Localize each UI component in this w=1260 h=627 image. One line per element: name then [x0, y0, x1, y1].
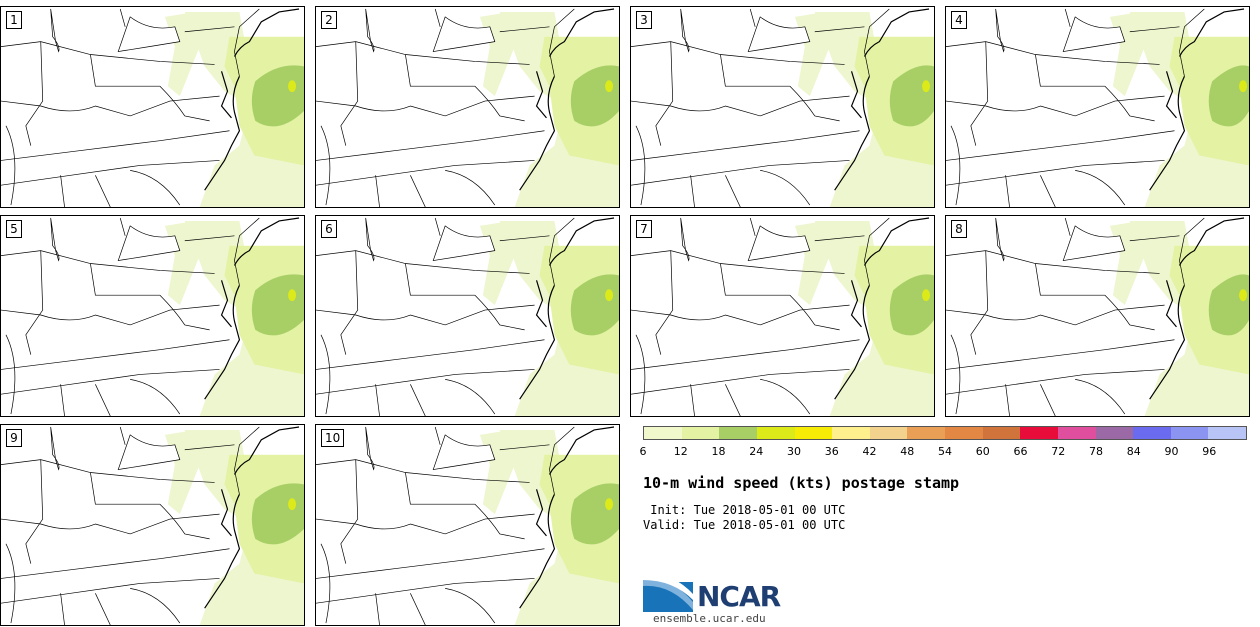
colorbar-tick-label: 96	[1202, 445, 1217, 458]
member-panel: 4	[945, 6, 1250, 208]
member-number: 9	[6, 429, 22, 447]
wind-speed-map	[1, 8, 304, 207]
valid-label: Valid:	[643, 518, 687, 532]
colorbar-swatch	[1057, 427, 1096, 439]
colorbar-swatch	[1170, 427, 1209, 439]
member-number: 6	[321, 220, 337, 238]
colorbar-swatch	[719, 427, 757, 439]
colorbar-tick-label: 42	[862, 445, 877, 458]
wind-speed-map	[316, 426, 619, 625]
init-label: Init:	[643, 503, 687, 517]
colorbar-tick-label: 66	[1013, 445, 1028, 458]
colorbar-swatch	[1095, 427, 1134, 439]
colorbar-swatch	[907, 427, 945, 439]
member-panel: 6	[315, 215, 620, 417]
wind-speed-map	[316, 8, 619, 207]
colorbar	[643, 426, 1247, 440]
member-panel: 5	[0, 215, 305, 417]
valid-value: Tue 2018-05-01 00 UTC	[693, 518, 846, 532]
wind-speed-map	[946, 8, 1249, 207]
member-panel: 3	[630, 6, 935, 208]
chart-title: 10-m wind speed (kts) postage stamp	[643, 474, 960, 492]
colorbar-tick-label: 30	[787, 445, 801, 458]
member-panel: 8	[945, 215, 1250, 417]
colorbar-tick-label: 48	[900, 445, 915, 458]
colorbar-swatch	[945, 427, 983, 439]
init-time: Init: Tue 2018-05-01 00 UTC	[643, 503, 845, 517]
wind-speed-map	[631, 8, 934, 207]
colorbar-tick-label: 60	[975, 445, 990, 458]
colorbar-tick-label: 90	[1164, 445, 1179, 458]
colorbar-swatch	[794, 427, 833, 439]
colorbar-swatch	[869, 427, 908, 439]
colorbar-tick-label: 6	[639, 445, 647, 458]
member-number: 7	[636, 220, 652, 238]
colorbar-tick-label: 84	[1126, 445, 1141, 458]
site-url[interactable]: ensemble.ucar.edu	[653, 612, 766, 625]
member-panel: 7	[630, 215, 935, 417]
member-panel: 2	[315, 6, 620, 208]
colorbar-swatch	[1020, 427, 1058, 439]
ncar-logo-icon	[643, 573, 693, 612]
member-number: 4	[951, 11, 967, 29]
init-value: Tue 2018-05-01 00 UTC	[693, 503, 846, 517]
colorbar-tick-label: 72	[1051, 445, 1066, 458]
colorbar-swatch	[832, 427, 870, 439]
member-number: 8	[951, 220, 967, 238]
member-number: 5	[6, 220, 22, 238]
member-panel: 9	[0, 424, 305, 626]
member-number: 2	[321, 11, 337, 29]
colorbar-tick-label: 54	[938, 445, 952, 458]
member-panel: 10	[315, 424, 620, 626]
member-panel: 1	[0, 6, 305, 208]
wind-speed-map	[1, 426, 304, 625]
colorbar-tick-label: 78	[1089, 445, 1103, 458]
colorbar-tick-label: 12	[673, 445, 688, 458]
member-number: 10	[321, 429, 345, 447]
colorbar-tick-label: 18	[711, 445, 726, 458]
colorbar-tick-label: 24	[749, 445, 764, 458]
wind-speed-map	[316, 217, 619, 416]
logo-text: NCAR	[697, 580, 781, 613]
colorbar-swatch	[644, 427, 682, 439]
member-number: 3	[636, 11, 652, 29]
wind-speed-map	[1, 217, 304, 416]
colorbar-tick-label: 36	[824, 445, 839, 458]
wind-speed-map	[631, 217, 934, 416]
colorbar-swatch	[681, 427, 720, 439]
colorbar-swatch	[756, 427, 795, 439]
colorbar-ticks: 6 12 18 24 30 36 42 48 54 60 66 72 78 84 90 96	[639, 445, 1247, 459]
colorbar-swatch	[982, 427, 1021, 439]
member-number: 1	[6, 11, 22, 29]
colorbar-swatch	[1133, 427, 1171, 439]
colorbar-swatch	[1208, 427, 1246, 439]
wind-speed-map	[946, 217, 1249, 416]
valid-time: Valid: Tue 2018-05-01 00 UTC	[643, 518, 845, 532]
